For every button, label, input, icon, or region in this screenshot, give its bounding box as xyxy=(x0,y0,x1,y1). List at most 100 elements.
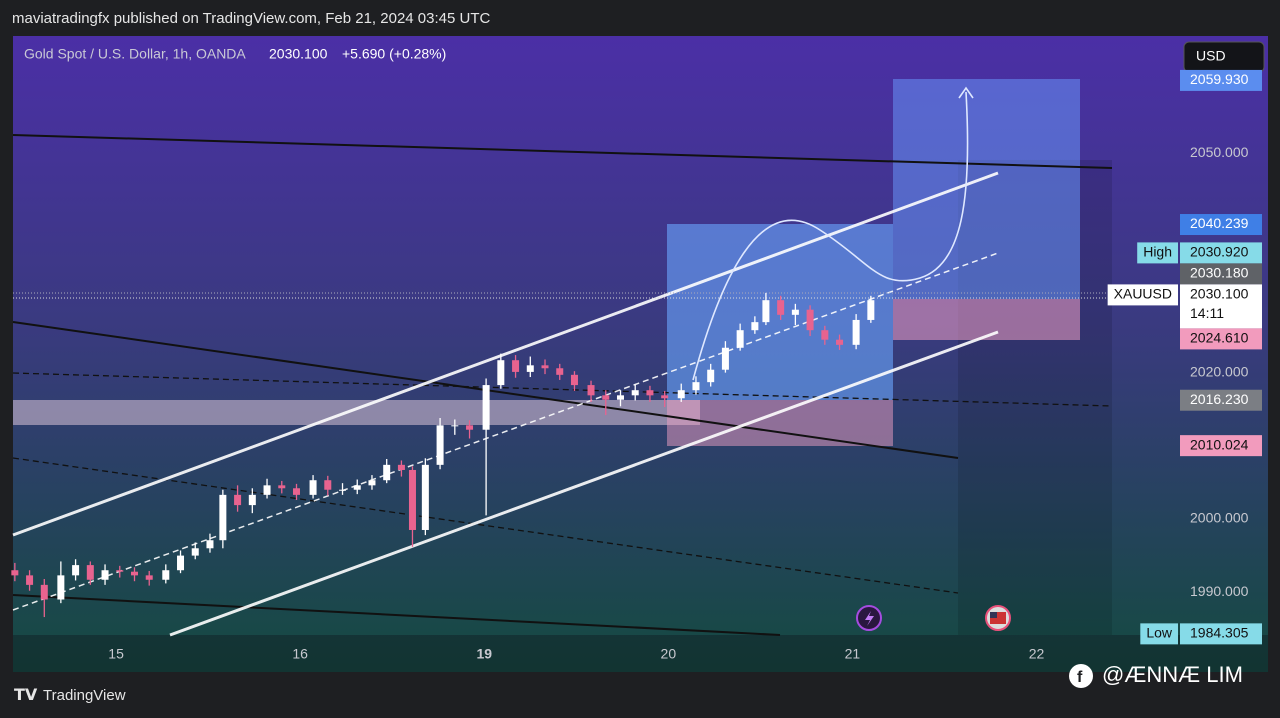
candle-body xyxy=(324,480,332,490)
candle-body xyxy=(292,488,300,495)
candle-body xyxy=(397,464,405,470)
candle-body xyxy=(852,319,860,345)
candle-body xyxy=(821,330,829,340)
flag xyxy=(990,612,997,618)
price-tag xyxy=(1180,435,1262,457)
change: +5.690 (+0.28%) xyxy=(342,46,446,62)
price-tag-label: 1984.305 xyxy=(1190,625,1249,641)
candle-body xyxy=(436,425,444,465)
candle-body xyxy=(512,360,520,372)
candle-body xyxy=(646,390,654,396)
price-tag-countdown: 14:11 xyxy=(1190,305,1224,321)
trend-line xyxy=(12,134,1113,169)
candle-body xyxy=(556,368,564,375)
channel-line xyxy=(169,330,999,637)
price-tag xyxy=(1180,328,1262,350)
zone xyxy=(13,400,700,425)
price-tag-label: 2030.100 xyxy=(1190,286,1249,302)
candle-body xyxy=(219,494,227,541)
candle-body xyxy=(339,489,347,491)
price-tag-name-bg xyxy=(1137,242,1178,264)
brand: TradingView xyxy=(43,687,126,704)
candle-body xyxy=(101,570,109,580)
candle-body xyxy=(836,339,844,345)
price-tag-label: 2030.920 xyxy=(1190,244,1249,260)
x-tick-label: 19 xyxy=(476,646,492,662)
last-price: 2030.100 xyxy=(269,46,328,62)
candle-body xyxy=(661,395,669,399)
price-tag-name: Low xyxy=(1146,625,1173,641)
symbol-title: Gold Spot / U.S. Dollar, 1h, OANDA xyxy=(24,46,246,62)
price-tag-label: 2010.024 xyxy=(1190,436,1249,452)
candle-body xyxy=(26,575,34,585)
y-tick-label: 2000.000 xyxy=(1190,510,1249,526)
candle-body xyxy=(587,385,595,396)
candle-body xyxy=(721,347,729,370)
watermark: @ÆNNÆ LIM xyxy=(1102,662,1243,687)
event-icon-glyph xyxy=(865,611,874,626)
candle-body xyxy=(707,369,715,383)
candle-body xyxy=(57,575,65,600)
x-tick-label: 20 xyxy=(661,646,677,662)
price-tag-name: XAUUSD xyxy=(1114,286,1172,302)
channel-mid xyxy=(12,252,999,611)
price-tag-label: 2016.230 xyxy=(1190,391,1249,407)
facebook-glyph: f xyxy=(1077,669,1083,686)
candle-body xyxy=(526,365,534,372)
facebook-icon xyxy=(1069,664,1093,688)
candle-body xyxy=(248,494,256,506)
candle-body xyxy=(692,382,700,391)
candle-body xyxy=(451,425,459,427)
candle-body xyxy=(162,570,170,580)
price-tag-label: 2040.239 xyxy=(1190,215,1249,231)
candle-body xyxy=(616,395,624,400)
price-tag xyxy=(1180,263,1262,285)
candle-body xyxy=(482,385,490,430)
candle-body xyxy=(116,570,124,572)
price-tag xyxy=(1180,389,1262,411)
candle-body xyxy=(497,360,505,386)
price-tag xyxy=(1180,214,1262,236)
projection-path xyxy=(692,91,969,381)
trend-line xyxy=(12,457,959,594)
price-tag xyxy=(1180,69,1262,91)
candle-body xyxy=(278,485,286,489)
candle-body xyxy=(234,494,242,506)
candle-body xyxy=(466,425,474,430)
candle-body xyxy=(40,584,48,600)
price-tag-name-bg xyxy=(1140,623,1178,645)
price-tag xyxy=(1180,284,1262,329)
candle-body xyxy=(791,309,799,315)
candle-body xyxy=(762,300,770,323)
y-tick-label: 2050.000 xyxy=(1190,144,1249,160)
candle-body xyxy=(867,300,875,320)
x-tick-label: 16 xyxy=(292,646,308,662)
stop-box xyxy=(893,299,1080,340)
price-tag xyxy=(1180,242,1262,264)
price-tag-label: 2024.610 xyxy=(1190,330,1249,346)
price-tag-label: 2059.930 xyxy=(1190,71,1249,87)
publish-header: maviatradingfx published on TradingView.… xyxy=(12,10,491,27)
candle-body xyxy=(751,322,759,331)
x-tick-label: 22 xyxy=(1029,646,1045,662)
candle-body xyxy=(408,469,416,530)
candle-body xyxy=(11,570,19,576)
candle-body xyxy=(677,390,685,399)
candle-body xyxy=(353,485,361,490)
arrow-head xyxy=(958,86,974,99)
candle-body xyxy=(86,565,94,580)
candle-body xyxy=(309,480,317,495)
candle-body xyxy=(421,464,429,530)
target-box xyxy=(893,79,1080,299)
candle-body xyxy=(177,555,185,571)
price-tag-label: 2030.180 xyxy=(1190,265,1249,281)
x-axis-strip xyxy=(13,635,1268,672)
candle-body xyxy=(806,309,814,331)
trend-line xyxy=(12,372,1113,407)
candle-body xyxy=(368,480,376,486)
candle-body xyxy=(602,395,610,400)
price-tag-name-bg xyxy=(1107,284,1178,306)
stop-box xyxy=(667,400,893,446)
candle-body xyxy=(72,565,80,576)
